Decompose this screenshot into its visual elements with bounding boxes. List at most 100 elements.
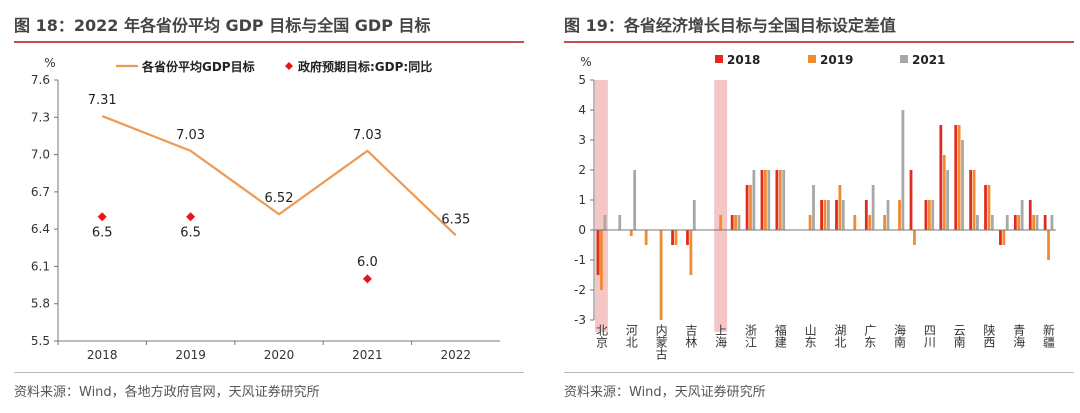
- y-tick-label: 0: [578, 223, 586, 237]
- bar-2021: [1050, 215, 1054, 230]
- bar-2019: [942, 155, 946, 230]
- bar-2018: [969, 170, 973, 230]
- bar-2019: [927, 200, 931, 230]
- bar-2019: [1047, 230, 1050, 260]
- bar-2021: [752, 170, 756, 230]
- bar-2021: [618, 215, 622, 230]
- bar-2019: [913, 230, 916, 245]
- line-data-label: 6.35: [441, 212, 470, 227]
- y-tick-label: 5: [578, 73, 586, 87]
- legend-swatch-2021: [900, 55, 908, 63]
- bar-2021: [692, 200, 696, 230]
- x-category-label: 山东: [803, 324, 817, 348]
- marker-data-label: 6.5: [92, 226, 113, 241]
- x-category-label: 福建: [773, 323, 787, 349]
- figure-18-title-rule: [14, 41, 524, 43]
- legend-marker-label: 政府预期目标:GDP:同比: [298, 59, 432, 74]
- bar-2018: [909, 170, 913, 230]
- bar-2019: [987, 185, 991, 230]
- bar-2019: [808, 215, 812, 230]
- highlight-band: [595, 80, 608, 332]
- x-category-label: 湖北: [833, 323, 847, 349]
- bar-2019: [868, 215, 872, 230]
- y-tick-label: 5.5: [31, 334, 50, 348]
- bar-2019: [853, 215, 857, 230]
- bar-2018: [1013, 215, 1017, 230]
- bar-2021: [633, 170, 637, 230]
- bar-2019: [629, 230, 633, 236]
- bar-2021: [827, 200, 830, 230]
- y-tick-label: 3: [578, 133, 586, 147]
- bar-2018: [1043, 215, 1047, 230]
- x-category-label: 内蒙古: [654, 324, 668, 360]
- bar-2018: [924, 200, 928, 230]
- line-data-label: 6.52: [265, 191, 294, 206]
- bar-2018: [939, 125, 943, 230]
- bar-2021: [901, 110, 905, 230]
- bar-2019: [1017, 215, 1021, 230]
- avg-gdp-target-line: [101, 115, 457, 237]
- y-unit-label: %: [580, 55, 591, 69]
- bar-2021: [1005, 215, 1009, 230]
- bar-2018: [984, 185, 987, 230]
- marker-data-label: 6.5: [180, 226, 201, 241]
- bar-2018: [671, 230, 674, 245]
- line-data-label: 7.03: [176, 128, 205, 143]
- bar-2021: [886, 200, 890, 230]
- national-target-marker: [186, 212, 196, 222]
- figure-18-title: 图 18：2022 年各省份平均 GDP 目标与全国 GDP 目标: [14, 16, 431, 35]
- national-target-marker: [362, 274, 372, 284]
- bar-2021: [782, 170, 786, 230]
- x-tick-label: 2018: [87, 348, 118, 362]
- bar-2021: [767, 170, 771, 230]
- bar-2019: [734, 215, 737, 230]
- figure-18-source-rule: [14, 372, 524, 373]
- bar-2021: [871, 185, 875, 230]
- legend-label-2019: 2019: [820, 53, 853, 67]
- bar-2021: [841, 200, 845, 230]
- bar-2019: [838, 185, 842, 230]
- bar-2021: [812, 185, 815, 230]
- y-tick-label: 4: [578, 103, 586, 117]
- bar-2019: [957, 125, 961, 230]
- bar-2018: [760, 170, 764, 230]
- bar-2019: [763, 170, 767, 230]
- bar-2019: [972, 170, 976, 230]
- y-tick-label: 6.4: [31, 222, 50, 236]
- bar-2021: [946, 170, 950, 230]
- legend-marker-swatch: [285, 62, 293, 70]
- gdp-target-line-chart: % 7.6 7.3 7.0 6.7 6.4 6.1 5.8 5.5 2018 2019 2020 202…: [31, 56, 500, 362]
- bar-2021: [1020, 200, 1024, 230]
- bar-2018: [1028, 200, 1032, 230]
- x-tick-label: 2022: [441, 348, 472, 362]
- x-category-label: 广东: [863, 324, 877, 348]
- bar-2019: [898, 200, 901, 230]
- bar-2019: [1002, 230, 1006, 245]
- y-tick-label: 7.3: [31, 110, 50, 124]
- bar-2019: [1032, 215, 1036, 230]
- figure-19-title: 图 19：各省经济增长目标与全国目标设定差值: [564, 16, 896, 35]
- x-category-label: 云南: [952, 324, 966, 348]
- legend-swatch-2018: [715, 55, 723, 63]
- y-tick-label: 6.7: [31, 185, 50, 199]
- legend-label-2021: 2021: [912, 53, 945, 67]
- bar-2021: [603, 215, 607, 230]
- y-tick-label: 7.0: [31, 148, 50, 162]
- bar-2018: [596, 230, 600, 275]
- bar-2018: [835, 200, 838, 230]
- bar-2018: [999, 230, 1002, 245]
- figure-19-title-rule: [564, 41, 1074, 43]
- bar-2019: [644, 230, 648, 245]
- bar-2021: [737, 215, 741, 230]
- bar-2018: [730, 215, 734, 230]
- x-category-label: 河北: [624, 324, 638, 349]
- y-tick-label: 5.8: [31, 297, 50, 311]
- x-tick-label: 2021: [352, 348, 383, 362]
- y-unit-label: %: [44, 56, 55, 70]
- x-category-label: 浙江: [743, 324, 757, 348]
- marker-data-label: 6.0: [357, 255, 378, 270]
- figure-18-panel: 图 18：2022 年各省份平均 GDP 目标与全国 GDP 目标 % 7.6 7.…: [0, 0, 530, 413]
- figure-19-panel: 图 19：各省经济增长目标与全国目标设定差值 % 5 4 3 2 1 0 -1 -2 -3 北京 河北…: [550, 0, 1080, 413]
- bar-2021: [990, 215, 994, 230]
- legend-label-2018: 2018: [727, 53, 760, 67]
